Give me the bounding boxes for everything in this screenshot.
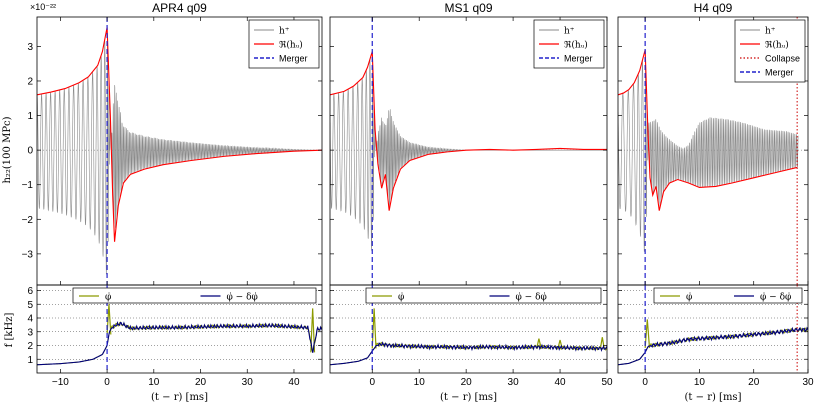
frequency-plot <box>618 285 808 373</box>
x-tick-label: 20 <box>461 377 473 388</box>
x-axis-label: (t − r) [ms] <box>440 392 497 403</box>
legend-label: ℜ(hᵤ) <box>279 40 303 51</box>
x-tick-label: 10 <box>694 377 706 388</box>
legend-label: ℜ(hᵤ) <box>564 40 588 51</box>
legend-bottom: φ̇ φ̇ − δφ̇ <box>365 287 602 304</box>
y-axis-label-bottom: f [kHz] <box>4 313 15 348</box>
panel-2: MS1 q09 h⁺ ℜ(hᵤ) Merger 0 10 20 30 40 50 φ̇ φ̇ − δφ… <box>329 1 613 403</box>
phidot-corrected-series <box>618 326 808 366</box>
legend-label: h⁺ <box>564 27 575 37</box>
x-tick-label: 0 <box>642 377 648 388</box>
envelope-series <box>618 49 798 211</box>
x-tick-label: 20 <box>748 377 760 388</box>
h-plus-series <box>618 60 799 252</box>
panel-3: H4 q09 h⁺ ℜ(hᵤ) Collapse Merger 0 10 20 30 φ̇ φ̇ −… <box>617 1 814 403</box>
phidot-spike <box>644 319 651 349</box>
legend-label: h⁺ <box>279 27 290 37</box>
y-tick-label: 1 <box>27 355 33 366</box>
phidot-spike <box>599 337 605 349</box>
y-tick-label: 4 <box>27 314 33 325</box>
legend-label: φ̇ <box>105 293 111 303</box>
y-tick-label: 0 <box>27 146 33 157</box>
x-tick-label: −10 <box>52 377 69 388</box>
axes-frame-bottom <box>617 284 809 374</box>
phidot-series <box>37 321 322 366</box>
y-tick-label: 6 <box>27 286 33 297</box>
legend-label: φ̇ − δφ̇ <box>516 293 547 303</box>
legend-top: h⁺ ℜ(hᵤ) Collapse Merger <box>734 19 806 83</box>
h-plus-series <box>37 40 322 275</box>
phidot-series <box>330 341 607 366</box>
panel-title: APR4 q09 <box>152 1 207 15</box>
x-tick-label: 0 <box>104 377 110 388</box>
legend-label: φ̇ − δφ̇ <box>227 293 258 303</box>
legend-label: φ̇ <box>686 293 692 303</box>
phidot-corrected-series <box>37 320 322 366</box>
y-tick-label: 3 <box>27 327 33 338</box>
legend-label: ℜ(hᵤ) <box>765 40 789 51</box>
strain-plot <box>330 17 607 285</box>
phidot-spike <box>106 304 112 335</box>
panel-title: MS1 q09 <box>444 1 492 15</box>
legend-box <box>653 287 803 304</box>
phidot-spike <box>371 308 377 349</box>
legend-label: Merger <box>279 54 308 64</box>
x-tick-label: 30 <box>242 377 254 388</box>
legend-box <box>72 287 317 304</box>
envelope-series <box>330 51 607 211</box>
y-tick-label: 3 <box>27 42 33 53</box>
x-tick-label: 30 <box>802 377 814 388</box>
x-tick-label: 10 <box>148 377 160 388</box>
phidot-spike <box>310 308 316 353</box>
y-tick-label: 2 <box>27 341 33 352</box>
x-tick-label: 20 <box>195 377 207 388</box>
legend-label: Merger <box>564 54 593 64</box>
panel-title: H4 q09 <box>694 1 733 15</box>
envelope-series <box>37 27 322 242</box>
x-axis-label: (t − r) [ms] <box>151 392 208 403</box>
legend-label: φ̇ <box>398 293 404 303</box>
h-plus-series <box>330 60 607 251</box>
strain-plot <box>618 17 808 285</box>
x-axis-label: (t − r) [ms] <box>685 392 742 403</box>
y-tick-label: 2 <box>27 76 33 87</box>
axes-frame-bottom <box>329 284 608 374</box>
y-tick-label: 1 <box>27 111 33 122</box>
y-tick-label: −3 <box>22 249 34 260</box>
y-exponent-label: ×10⁻²² <box>30 2 56 12</box>
panel-1: APR4 q09−3−2−10123h⁺ℜ(hᵤ)Merger123456−10… <box>22 1 323 403</box>
x-tick-label: 30 <box>508 377 520 388</box>
legend-top: h⁺ ℜ(hᵤ) Merger <box>533 19 605 69</box>
legend-box <box>365 287 602 304</box>
legend-label: φ̇ − δφ̇ <box>760 293 791 303</box>
y-tick-label: −1 <box>22 180 34 191</box>
legend-bottom: φ̇ φ̇ − δφ̇ <box>653 287 803 304</box>
legend-top: h⁺ ℜ(hᵤ) Merger <box>248 19 320 69</box>
phidot-spike <box>536 338 542 348</box>
strain-plot <box>37 17 322 285</box>
x-tick-label: 0 <box>369 377 375 388</box>
y-tick-label: −2 <box>22 215 34 226</box>
axes-frame-bottom <box>36 284 323 374</box>
y-axis-label-top: h₂₂(100 MPc) <box>2 116 13 183</box>
phidot-corrected-series <box>330 341 607 366</box>
legend-label: Collapse <box>765 54 800 64</box>
legend-label: Merger <box>765 68 794 78</box>
legend-bottom: φ̇ φ̇ − δφ̇ <box>72 287 317 304</box>
x-tick-label: 10 <box>414 377 426 388</box>
x-tick-label: 40 <box>288 377 300 388</box>
x-tick-label: 40 <box>554 377 566 388</box>
legend-label: h⁺ <box>765 27 776 37</box>
y-tick-label: 5 <box>27 300 33 311</box>
x-tick-label: 50 <box>601 377 613 388</box>
